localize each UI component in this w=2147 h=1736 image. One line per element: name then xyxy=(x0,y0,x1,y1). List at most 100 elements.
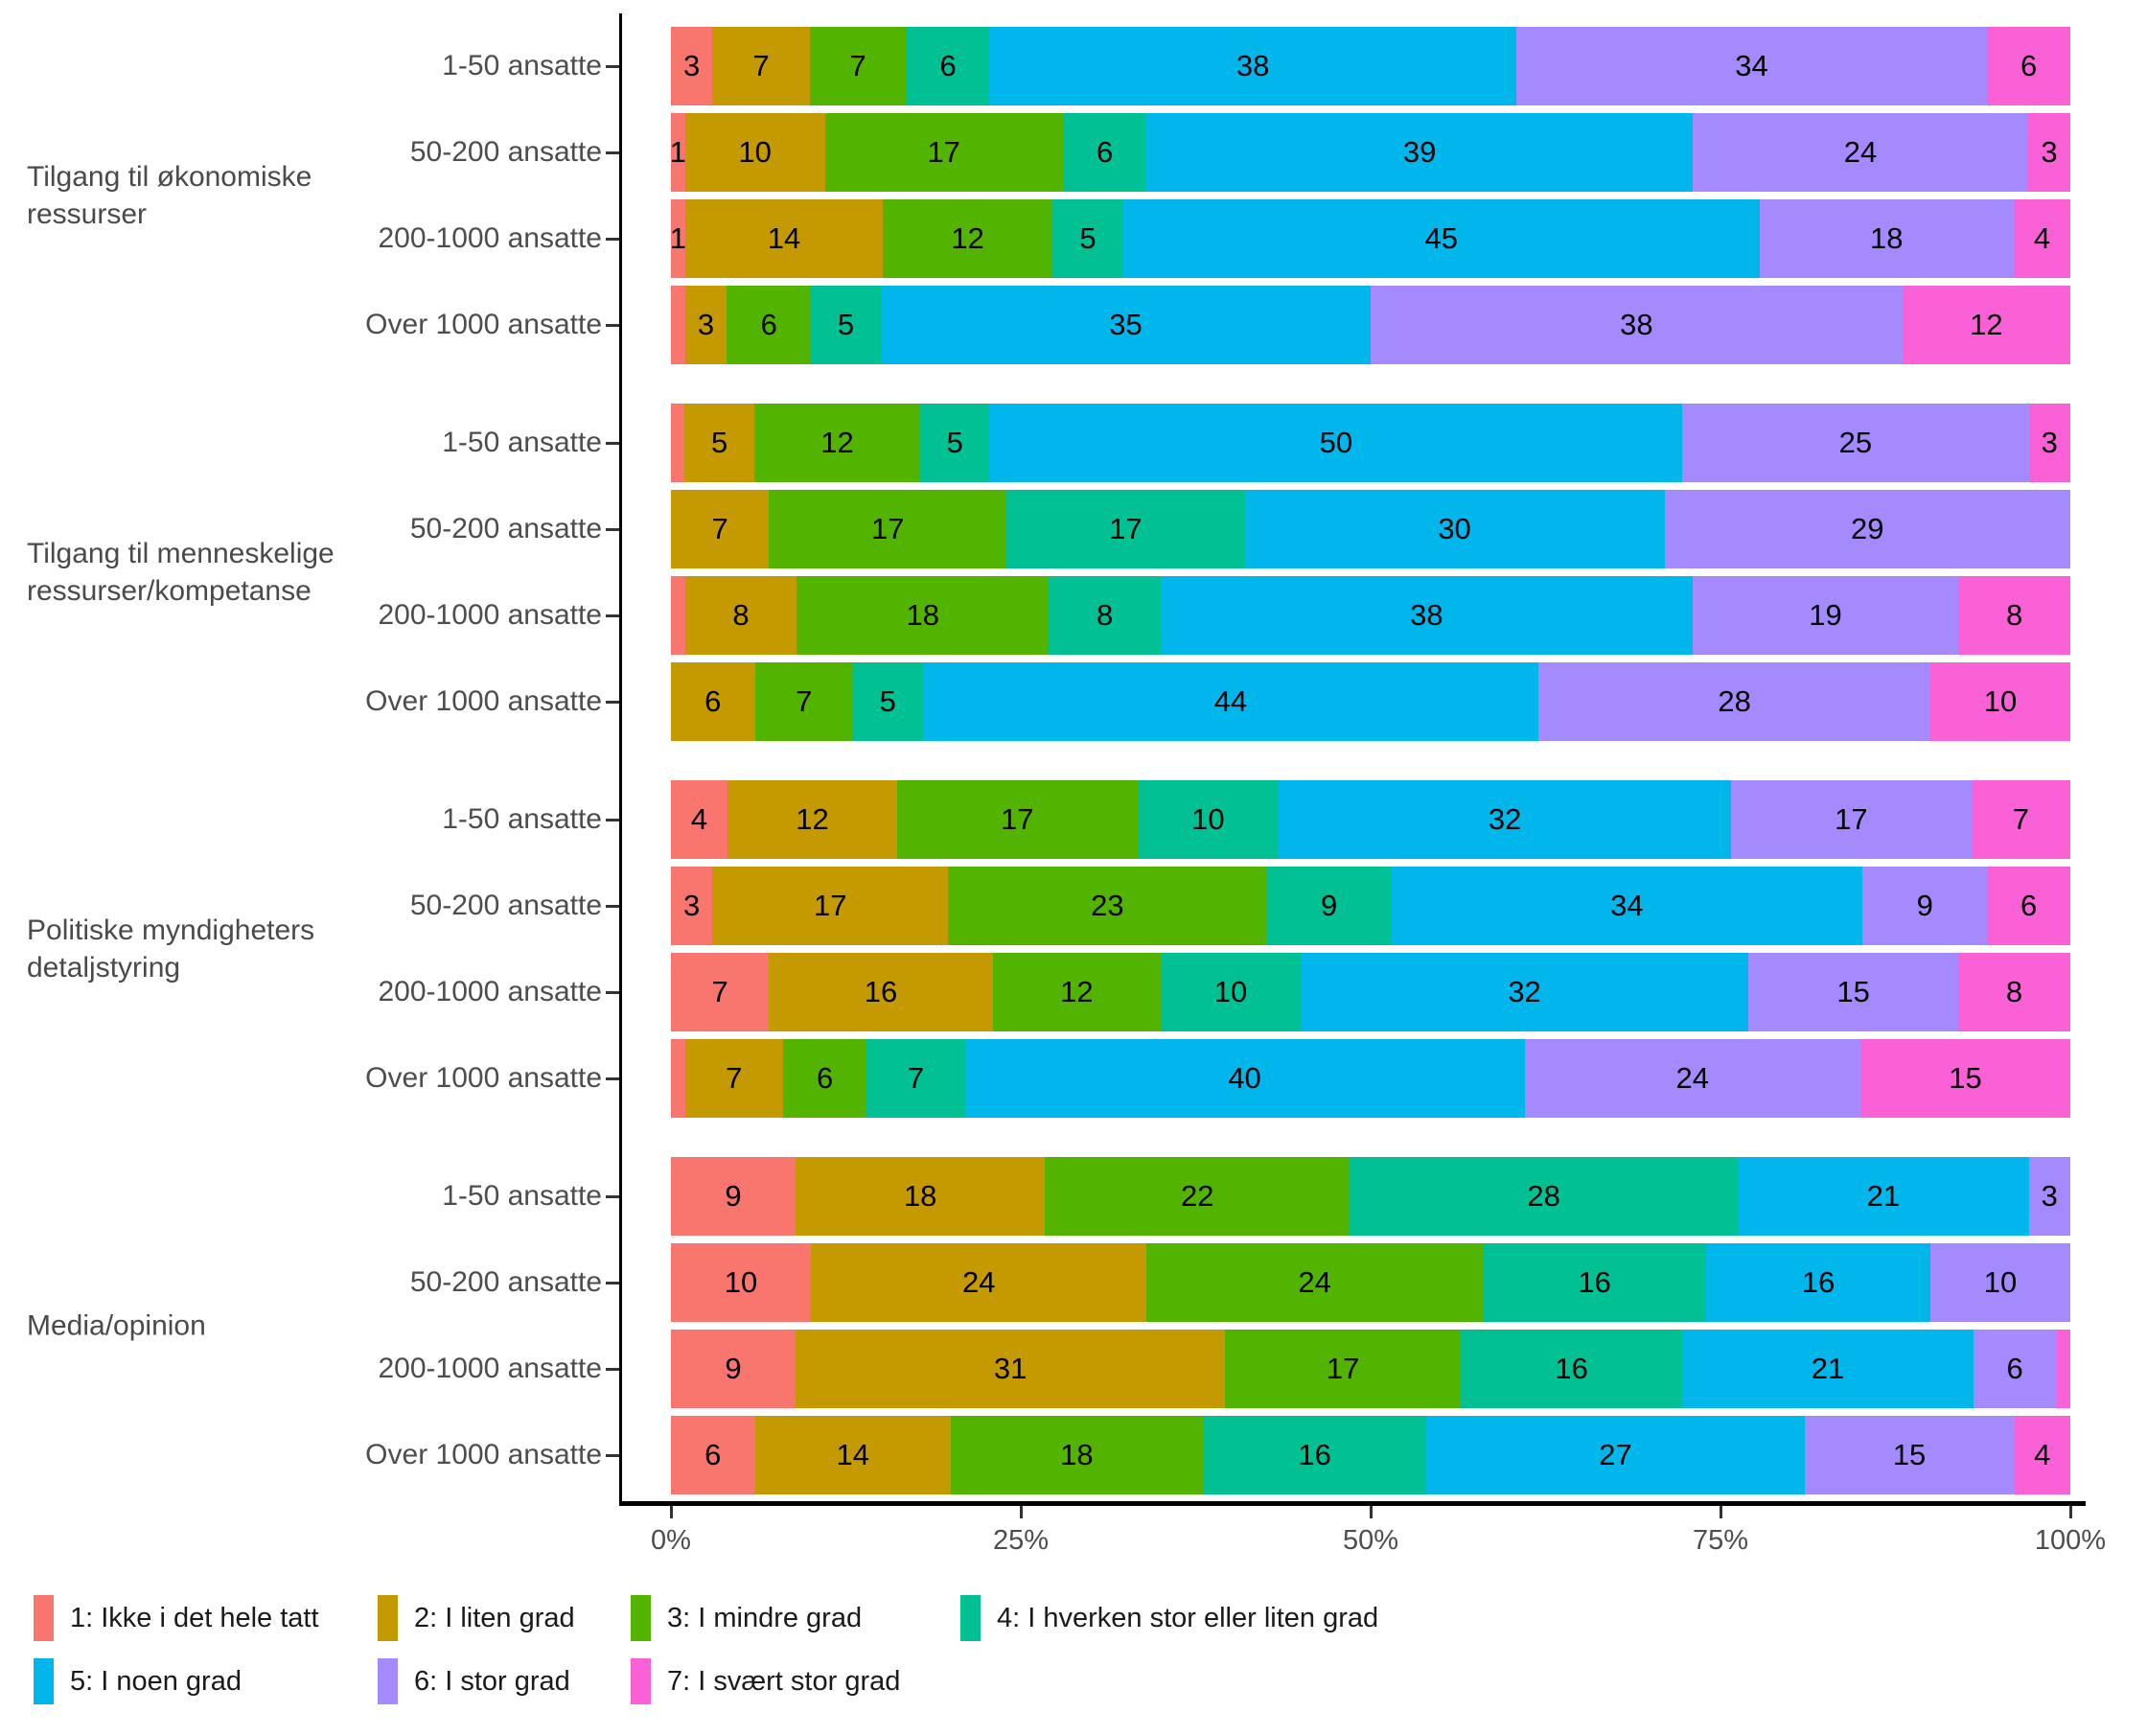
bar-segment: 5 xyxy=(684,404,754,482)
bar-segment: 10 xyxy=(671,1243,811,1322)
bar-segment: 6 xyxy=(906,27,990,105)
bar-segment: 4 xyxy=(2013,199,2070,278)
bar-segment: 14 xyxy=(754,1416,951,1494)
x-axis-tick xyxy=(2069,1506,2072,1518)
bar-segment: 6 xyxy=(1987,27,2070,105)
facet-label-line: Tilgang til økonomiske xyxy=(27,161,312,193)
legend-swatch xyxy=(631,1595,651,1641)
category-label: 1-50 ansatte xyxy=(442,803,602,835)
legend-label: 5: I noen grad xyxy=(70,1665,242,1697)
facet-label: Tilgang til økonomiske ressurser xyxy=(27,158,477,233)
bar-segment: 34 xyxy=(1515,27,1988,105)
segment-value-label: 24 xyxy=(961,1265,996,1299)
segment-value-label: 17 xyxy=(1326,1352,1360,1385)
bar-segment: 22 xyxy=(1045,1157,1351,1236)
segment-value-label: 34 xyxy=(1735,49,1768,82)
bar-segment: 12 xyxy=(992,953,1161,1031)
bar-segment: 10 xyxy=(1929,662,2070,741)
segment-value-label: 6 xyxy=(2006,1352,2023,1385)
segment-value-label: 38 xyxy=(1620,308,1653,341)
y-axis-tick xyxy=(606,238,619,241)
bar-segment: 5 xyxy=(852,662,923,741)
segment-value-label: 6 xyxy=(704,684,722,718)
segment-value-label: 17 xyxy=(927,135,960,169)
segment-value-label: 16 xyxy=(1801,1265,1835,1299)
bar-segment: 8 xyxy=(1958,576,2070,655)
legend-swatch xyxy=(378,1658,398,1704)
bar-row: 10 24 24 16 16 10 xyxy=(671,1243,2070,1322)
bar-segment: 10 xyxy=(1160,953,1301,1031)
bar-segment: 15 xyxy=(1804,1416,2015,1494)
bar-segment: 24 xyxy=(1146,1243,1483,1322)
segment-value-label: 8 xyxy=(732,598,750,632)
category-label: Over 1000 ansatte xyxy=(365,1062,602,1094)
y-axis-tick xyxy=(606,1454,619,1457)
segment-value-label: 23 xyxy=(1091,889,1124,922)
segment-value-label: 12 xyxy=(1060,975,1094,1008)
bar-segment: 6 xyxy=(671,662,755,741)
segment-value-label: 17 xyxy=(813,889,847,922)
bar-row: 5 12 5 50 25 3 xyxy=(671,404,2070,482)
facet-label-line: detaljstyring xyxy=(27,952,181,984)
bar-segment: 29 xyxy=(1664,490,2070,568)
bar-segment xyxy=(671,1039,685,1118)
segment-value-label: 24 xyxy=(1843,135,1878,169)
bar-segment xyxy=(671,576,685,655)
segment-value-label: 19 xyxy=(1809,598,1842,632)
facet-label: Media/opinion xyxy=(27,1308,477,1345)
segment-value-label: 5 xyxy=(1079,221,1097,255)
bar-segment: 3 xyxy=(684,286,727,364)
segment-value-label: 6 xyxy=(939,49,957,82)
bar-segment: 19 xyxy=(1692,576,1959,655)
legend-item: 1: Ikke i det hele tatt xyxy=(34,1595,319,1641)
segment-value-label: 32 xyxy=(1488,802,1522,836)
segment-value-label: 10 xyxy=(1213,975,1248,1008)
segment-value-label: 44 xyxy=(1213,684,1248,718)
segment-value-label: 3 xyxy=(2041,1179,2058,1213)
legend-item: 7: I svært stor grad xyxy=(631,1658,900,1704)
segment-value-label: 17 xyxy=(1001,802,1034,836)
segment-value-label: 50 xyxy=(1319,426,1353,459)
bar-segment: 7 xyxy=(671,953,770,1031)
segment-value-label: 15 xyxy=(1892,1438,1927,1471)
segment-value-label: 1 xyxy=(671,221,686,255)
y-axis-tick xyxy=(606,905,619,908)
category-label: 200-1000 ansatte xyxy=(378,1353,602,1384)
bar-row: 9 31 17 16 21 6 xyxy=(671,1330,2070,1408)
bar-segment: 38 xyxy=(989,27,1516,105)
bar-segment: 38 xyxy=(1160,576,1693,655)
bar-segment: 17 xyxy=(1006,490,1245,568)
y-axis-tick xyxy=(606,1368,619,1371)
bar-segment: 5 xyxy=(920,404,990,482)
bar-row: 3 6 5 35 38 12 xyxy=(671,286,2070,364)
bar-segment: 12 xyxy=(1902,286,2070,364)
bar-segment xyxy=(671,286,685,364)
segment-value-label: 3 xyxy=(2041,135,2058,169)
legend-label: 2: I liten grad xyxy=(414,1602,575,1633)
segment-value-label: 7 xyxy=(711,975,728,1008)
legend-swatch xyxy=(34,1658,54,1704)
bar-segment: 16 xyxy=(1460,1330,1683,1408)
segment-value-label: 45 xyxy=(1424,221,1458,255)
segment-value-label: 40 xyxy=(1228,1061,1261,1095)
segment-value-label: 7 xyxy=(907,1061,925,1095)
x-axis-tick xyxy=(1720,1506,1722,1518)
segment-value-label: 12 xyxy=(951,221,984,255)
bar-segment: 8 xyxy=(684,576,797,655)
bar-segment: 14 xyxy=(684,199,884,278)
y-axis-tick xyxy=(606,324,619,327)
segment-value-label: 7 xyxy=(796,684,813,718)
category-label: 50-200 ansatte xyxy=(409,890,602,921)
bar-segment: 7 xyxy=(809,27,907,105)
legend-label: 6: I stor grad xyxy=(414,1665,570,1697)
x-axis-tick xyxy=(1020,1506,1023,1518)
segment-value-label: 6 xyxy=(816,1061,834,1095)
legend-label: 7: I svært stor grad xyxy=(667,1665,901,1697)
bar-segment: 17 xyxy=(1225,1330,1461,1408)
y-axis-tick xyxy=(606,1282,619,1285)
segment-value-label: 9 xyxy=(725,1179,742,1213)
segment-value-label: 6 xyxy=(704,1438,722,1471)
bar-row: 1 14 12 5 45 18 4 xyxy=(671,199,2070,278)
bar-segment: 7 xyxy=(684,1039,783,1118)
category-label: 1-50 ansatte xyxy=(442,1180,602,1212)
